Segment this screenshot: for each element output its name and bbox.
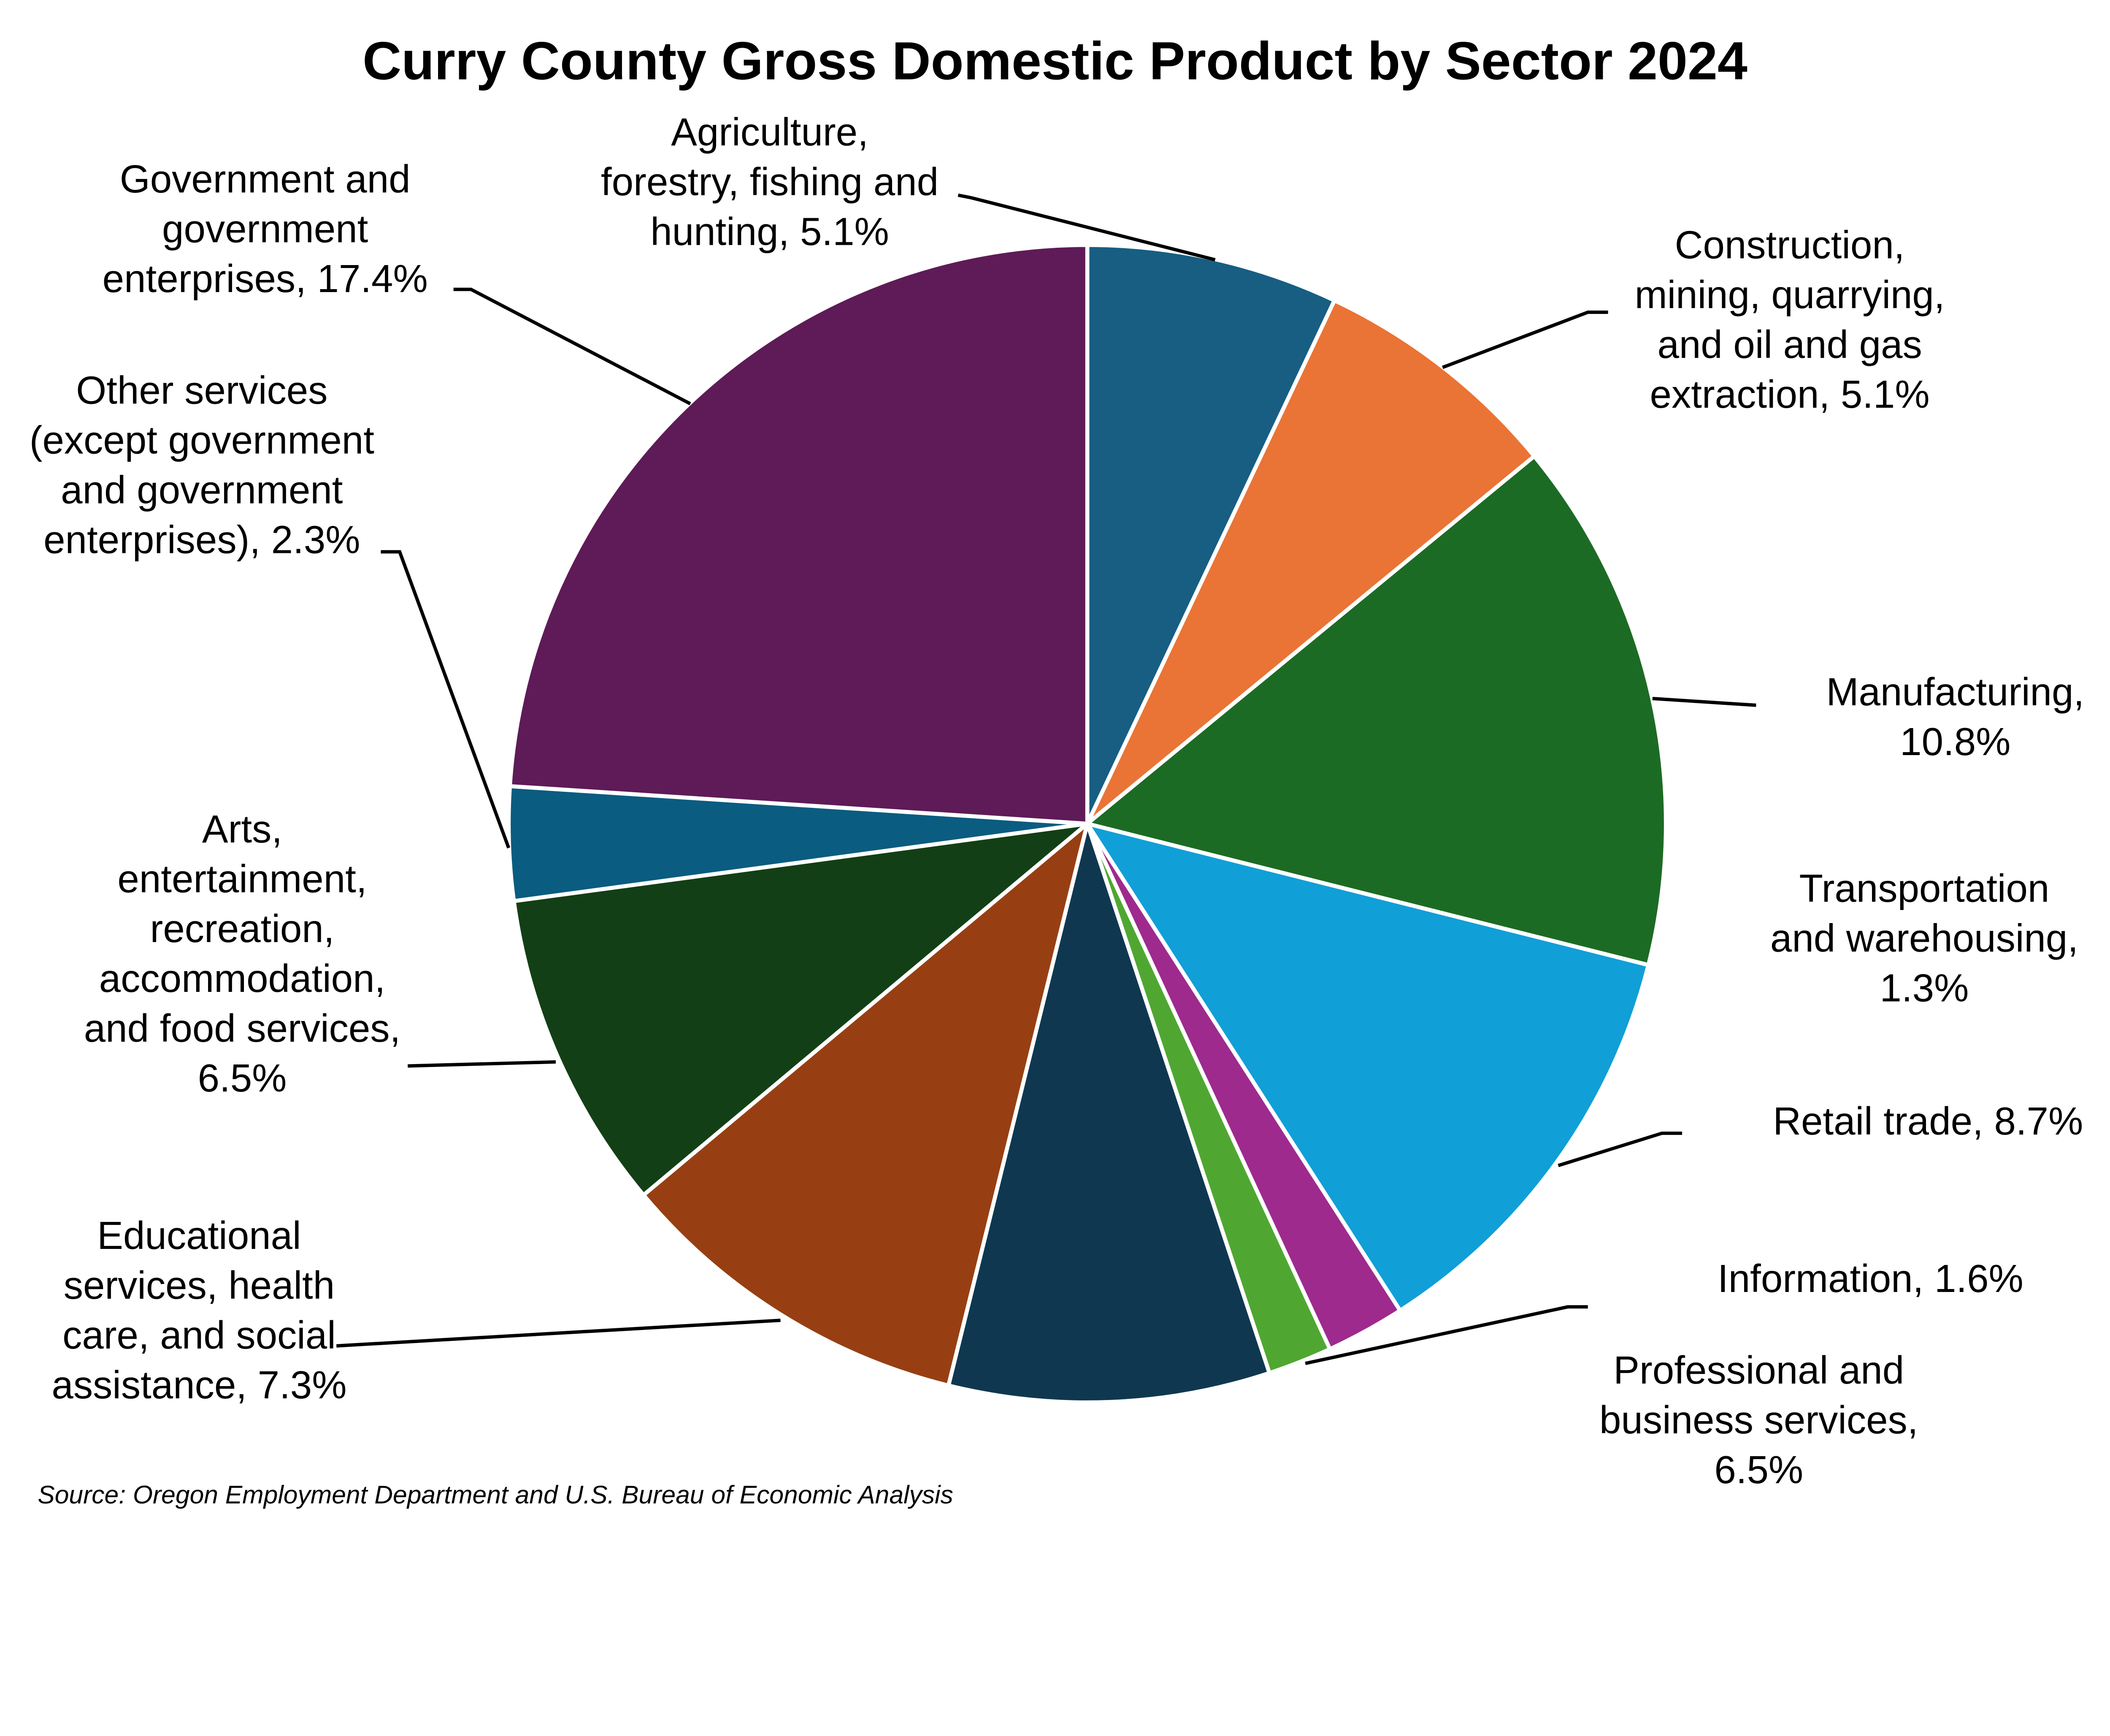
- slice-label-line: and warehousing,: [1770, 916, 2078, 960]
- leader-line-10: [381, 550, 511, 849]
- leader-line-9: [408, 1060, 556, 1068]
- slice-label-line: 10.8%: [1900, 720, 2010, 764]
- slice-label-line: 1.3%: [1880, 966, 1969, 1010]
- slice-label-line: Government and: [120, 157, 411, 201]
- leader-line-3: [1652, 696, 1756, 707]
- slice-label-6: Transportation and warehousing, 1.3%: [1770, 866, 2078, 1010]
- leader-lines: [336, 193, 1756, 1365]
- slice-labels: Agriculture, forestry, fishing and hunting…: [30, 110, 2084, 1492]
- slice-label-8: Educational services, health care, and soc…: [51, 1213, 346, 1407]
- slice-label-line: (except government: [30, 418, 375, 462]
- leader-line-11: [453, 287, 691, 406]
- leader-line-1: [958, 193, 1216, 262]
- slice-label-line: Construction,: [1675, 223, 1905, 267]
- slice-label-11: Government and government enterprises, 17.…: [103, 157, 428, 301]
- slice-label-line: and oil and gas: [1657, 322, 1922, 366]
- slice-label-line: forestry, fishing and: [601, 160, 939, 203]
- pie-slice-3: [1083, 453, 1668, 968]
- leader-line-8: [336, 1319, 781, 1348]
- slice-label-line: services, health: [64, 1263, 335, 1307]
- slice-label-line: assistance, 7.3%: [51, 1363, 346, 1407]
- pie-slice-4: [1082, 820, 1651, 1314]
- slice-label-9: Arts, entertainment, recreation, accommodat…: [84, 807, 400, 1100]
- leader-line-2: [1442, 310, 1608, 369]
- slice-label-line: enterprises), 2.3%: [43, 518, 360, 562]
- chart-title: Curry County Gross Domestic Product by S…: [362, 31, 1748, 91]
- pie-chart: Curry County Gross Domestic Product by S…: [30, 31, 2084, 1509]
- slice-label-line: 6.5%: [1714, 1448, 1803, 1492]
- slice-label-line: Information, 1.6%: [1718, 1257, 2023, 1300]
- slice-label-line: Professional and: [1613, 1348, 1904, 1392]
- slice-label-line: and government: [61, 468, 343, 512]
- slice-label-4: Retail trade, 8.7%: [1773, 1099, 2083, 1143]
- slice-label-5: Information, 1.6%: [1718, 1257, 2023, 1300]
- slice-label-line: Other services: [76, 368, 327, 412]
- slice-label-3: Manufacturing, 10.8%: [1826, 670, 2084, 764]
- slice-label-2: Construction, mining, quarrying, and oil a…: [1635, 223, 1945, 416]
- pie-slice-9: [511, 821, 1094, 1198]
- pie-slice-8: [641, 818, 1091, 1388]
- slice-label-line: care, and social: [62, 1313, 336, 1357]
- slice-label-line: enterprises, 17.4%: [103, 257, 428, 301]
- slice-label-line: Educational: [97, 1213, 301, 1257]
- slice-label-line: entertainment,: [117, 857, 367, 901]
- slice-label-line: extraction, 5.1%: [1650, 372, 1930, 416]
- slices: [506, 243, 1668, 1405]
- slice-label-10: Other services (except government and gove…: [30, 368, 375, 562]
- slice-label-line: 6.5%: [198, 1056, 287, 1100]
- slice-label-line: business services,: [1599, 1398, 1918, 1442]
- slice-label-1: Agriculture, forestry, fishing and hunting…: [601, 110, 939, 253]
- leader-line-4: [1558, 1131, 1682, 1167]
- slice-label-7: Professional and business services, 6.5%: [1599, 1348, 1918, 1492]
- source-note: Source: Oregon Employment Department and…: [38, 1480, 953, 1509]
- slice-label-line: Retail trade, 8.7%: [1773, 1099, 2083, 1143]
- slice-label-line: Transportation: [1799, 866, 2050, 910]
- slice-label-line: mining, quarrying,: [1635, 273, 1945, 317]
- slice-label-line: and food services,: [84, 1006, 400, 1050]
- slice-label-line: government: [162, 207, 368, 251]
- slice-label-line: accommodation,: [99, 956, 385, 1000]
- slice-label-line: recreation,: [150, 907, 335, 951]
- slice-label-line: Agriculture,: [671, 110, 868, 154]
- slice-label-line: hunting, 5.1%: [650, 209, 889, 253]
- pie-slice-7: [946, 816, 1272, 1405]
- slice-label-line: Arts,: [202, 807, 282, 851]
- slice-label-line: Manufacturing,: [1826, 670, 2084, 714]
- leader-line-6: [1305, 1305, 1588, 1365]
- pie-slice-11: [508, 243, 1090, 826]
